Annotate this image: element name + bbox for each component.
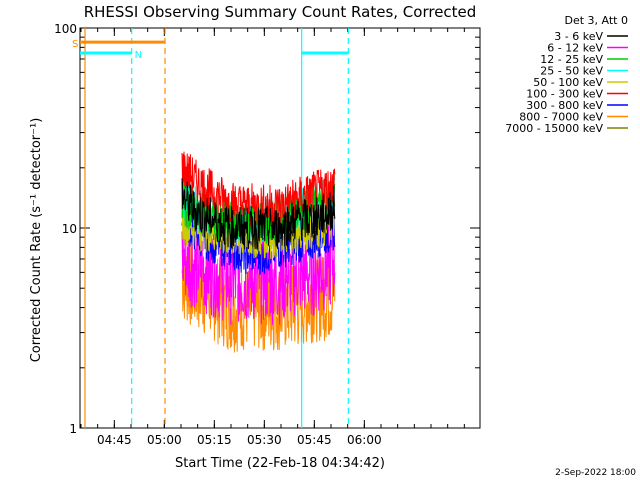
legend-label: 6 - 12 keV <box>547 42 603 55</box>
state-bar-label: N <box>135 50 142 61</box>
chart-title: RHESSI Observing Summary Count Rates, Co… <box>84 3 477 21</box>
x-axis-label: Start Time (22-Feb-18 04:34:42) <box>175 456 385 471</box>
x-tick-label: 06:00 <box>347 433 382 447</box>
legend-label: 7000 - 15000 keV <box>505 122 603 135</box>
date-stamp: 2-Sep-2022 18:00 <box>555 468 636 478</box>
legend-label: 50 - 100 keV <box>533 76 603 89</box>
legend-label: 300 - 800 keV <box>526 99 603 112</box>
x-tick-label: 05:45 <box>297 433 332 447</box>
y-axis-label: Corrected Count Rate (s⁻¹ detector⁻¹) <box>29 118 44 363</box>
legend-label: 800 - 7000 keV <box>519 111 603 124</box>
x-tick-label: 05:00 <box>147 433 182 447</box>
y-tick-label: 100 <box>54 22 77 36</box>
legend-header: Det 3, Att 0 <box>565 14 629 27</box>
plot-area: 04:45 05:00 05:15 05:30 05:45 06:00 1 10 100 S N <box>54 22 481 447</box>
state-bar-label: S <box>72 39 78 50</box>
legend-label: 25 - 50 keV <box>540 65 603 78</box>
y-tick-label: 1 <box>69 422 77 436</box>
x-tick-label: 04:45 <box>97 433 132 447</box>
legend-label: 100 - 300 keV <box>526 88 603 101</box>
series-line <box>181 178 336 251</box>
legend-label: 12 - 25 keV <box>540 53 603 66</box>
series-line <box>181 242 336 353</box>
y-tick-label: 10 <box>62 222 77 236</box>
legend-label: 3 - 6 keV <box>554 30 603 43</box>
x-tick-label: 05:15 <box>197 433 232 447</box>
x-tick-label: 05:30 <box>247 433 282 447</box>
series-line <box>181 151 336 226</box>
